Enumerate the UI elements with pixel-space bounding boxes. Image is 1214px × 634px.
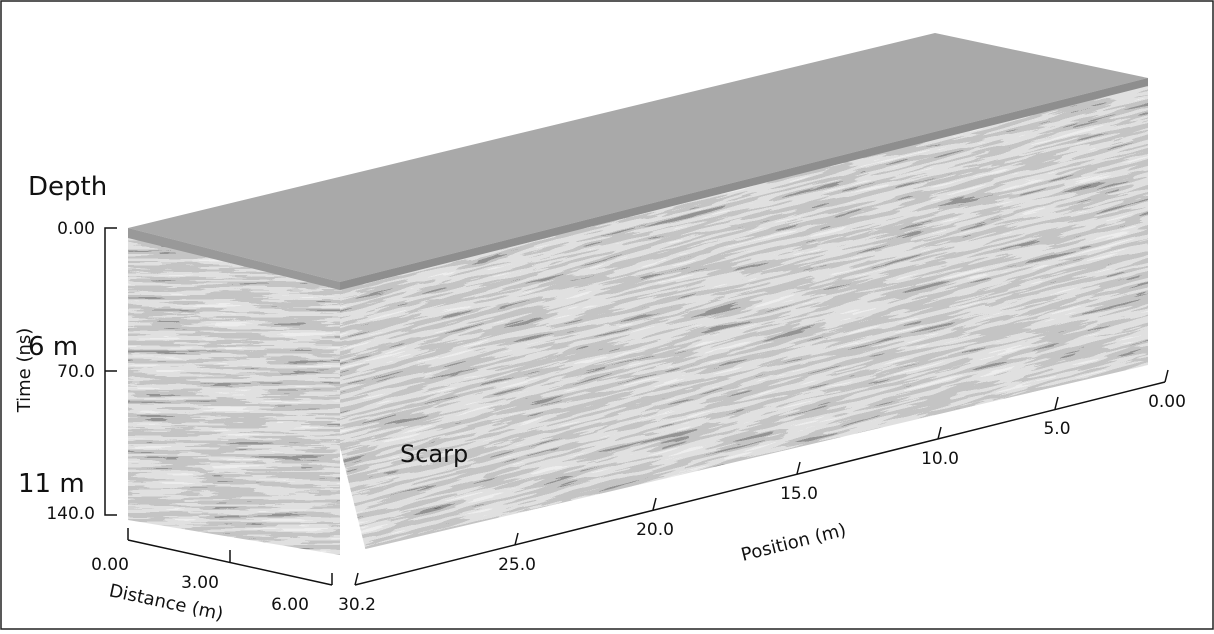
tick-label: 30.2 — [338, 595, 376, 615]
tick-label: 5.0 — [1043, 419, 1070, 439]
time-axis-line — [105, 228, 117, 515]
tick-label: 0.00 — [57, 219, 95, 239]
tick-mark — [1165, 370, 1168, 382]
tick-mark — [355, 573, 358, 585]
tick-mark — [1055, 397, 1058, 409]
axis-title: Time (ns) — [14, 328, 35, 414]
tick-mark — [653, 498, 656, 510]
tick-label: 6.00 — [271, 595, 309, 615]
tick-mark — [515, 533, 518, 545]
figure: Depth 6 m 11 m Time (ns) 0.00 70.0 140.0 0.00 3.… — [0, 0, 1214, 630]
depth-label: Depth — [28, 172, 107, 202]
tick-label: 140.0 — [46, 504, 95, 524]
tick-label: 70.0 — [57, 362, 95, 382]
tick-label: 10.0 — [921, 449, 959, 469]
axis-title: Position (m) — [739, 519, 848, 565]
tick-mark — [938, 427, 941, 439]
tick-label: 3.00 — [181, 573, 219, 593]
tick-label: 25.0 — [498, 555, 536, 575]
tick-label: 0.00 — [91, 555, 129, 575]
annotation: Scarp — [400, 440, 468, 468]
depth-mark: 11 m — [18, 469, 85, 499]
tick-label: 15.0 — [780, 484, 818, 504]
tick-mark — [797, 462, 800, 474]
tick-label: 0.00 — [1148, 392, 1186, 412]
tick-label: 20.0 — [636, 520, 674, 540]
depth-mark: 6 m — [28, 332, 78, 362]
